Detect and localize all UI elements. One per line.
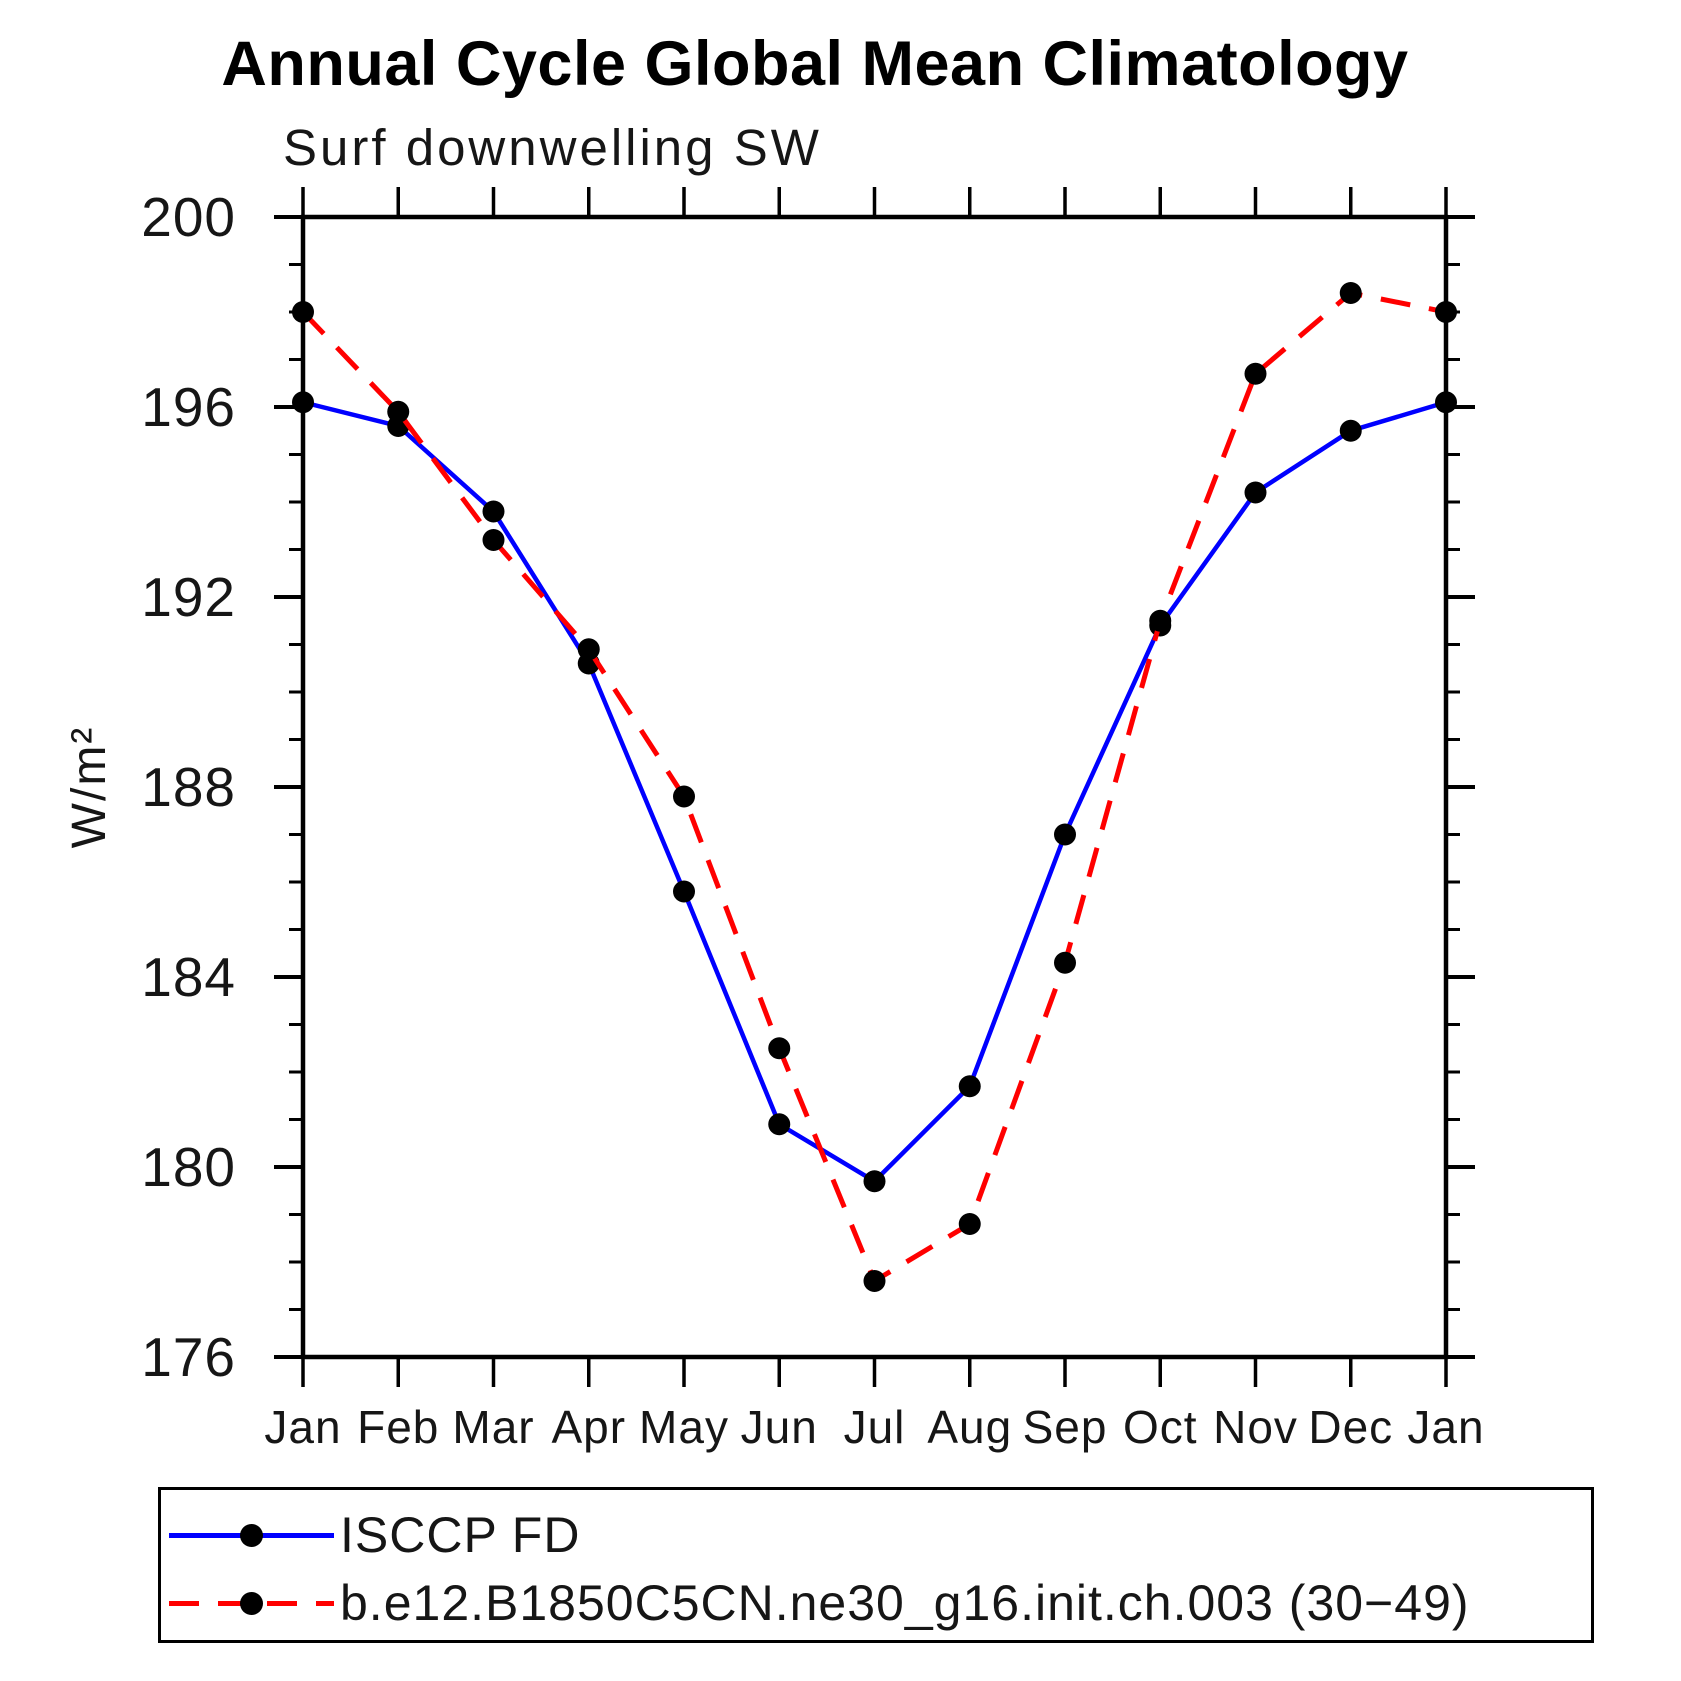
y-tick-label: 200 xyxy=(141,186,236,248)
y-tick-label: 180 xyxy=(141,1136,236,1198)
data-point xyxy=(1435,301,1457,323)
x-tick-label: Apr xyxy=(551,1401,626,1453)
x-tick-labels: Jan Feb Mar Apr May Jun Jul Aug Sep Oct Nov Dec Jan xyxy=(264,1401,1484,1453)
x-tick-label: Jan xyxy=(1407,1401,1484,1453)
legend: ISCCP FD b.e12.B1850C5CN.ne30_g16.init.c… xyxy=(158,1487,1594,1643)
data-point xyxy=(1435,391,1457,414)
series-line-1 xyxy=(301,290,1447,1285)
data-point xyxy=(958,1075,981,1098)
y-tick-label: 196 xyxy=(141,376,236,438)
y-axis-ticks xyxy=(274,215,1475,1359)
y-tick-label: 184 xyxy=(141,946,236,1008)
plot-frame xyxy=(300,214,1449,1360)
data-point xyxy=(577,638,600,661)
data-point xyxy=(1054,823,1076,846)
series-line-0 xyxy=(302,400,1447,1185)
legend-item-model: b.e12.B1850C5CN.ne30_g16.init.ch.003 (30… xyxy=(169,1575,1470,1631)
data-point xyxy=(768,1113,791,1136)
y-tick-labels: 176 180 184 188 192 196 200 xyxy=(141,186,236,1388)
x-tick-label: Mar xyxy=(452,1401,534,1453)
y-tick-label: 176 xyxy=(141,1326,236,1388)
legend-line-sample-0 xyxy=(169,1522,334,1548)
data-point xyxy=(673,880,695,903)
data-point xyxy=(1244,481,1267,504)
x-tick-label: Jul xyxy=(844,1401,906,1453)
legend-line-sample-1 xyxy=(169,1590,334,1616)
x-tick-label: Aug xyxy=(927,1401,1012,1453)
chart-subtitle: Surf downwelling SW xyxy=(283,119,822,176)
data-point xyxy=(1339,282,1362,304)
y-tick-label: 188 xyxy=(141,756,236,818)
data-point xyxy=(863,1170,886,1193)
x-tick-label: Oct xyxy=(1123,1401,1198,1453)
x-axis-ticks xyxy=(301,187,1448,1387)
y-axis-title: W/m² xyxy=(63,726,116,849)
series-markers-0 xyxy=(292,391,1457,1193)
x-tick-label: May xyxy=(639,1401,729,1453)
x-tick-label: Jan xyxy=(264,1401,341,1453)
data-point xyxy=(673,785,695,808)
data-point xyxy=(1054,951,1076,974)
legend-marker-icon xyxy=(240,1523,263,1547)
x-tick-label: Dec xyxy=(1308,1401,1393,1453)
x-tick-label: Jun xyxy=(741,1401,818,1453)
x-tick-label: Feb xyxy=(357,1401,439,1453)
data-point xyxy=(958,1213,981,1235)
data-point xyxy=(482,529,505,551)
data-point xyxy=(292,301,314,323)
legend-label-0: ISCCP FD xyxy=(340,1507,581,1563)
x-tick-label: Sep xyxy=(1023,1401,1108,1453)
data-point xyxy=(768,1037,791,1060)
data-point xyxy=(863,1270,886,1292)
data-point xyxy=(1244,362,1267,385)
data-point xyxy=(1149,609,1172,632)
series-markers-1 xyxy=(292,282,1457,1292)
data-point xyxy=(387,400,410,423)
chart-title: Annual Cycle Global Mean Climatology xyxy=(221,29,1409,99)
x-tick-label: Nov xyxy=(1213,1401,1298,1453)
legend-item-isccp: ISCCP FD xyxy=(169,1507,580,1563)
legend-marker-icon xyxy=(240,1591,263,1615)
data-point xyxy=(1339,419,1362,442)
data-point xyxy=(292,391,314,414)
legend-label-1: b.e12.B1850C5CN.ne30_g16.init.ch.003 (30… xyxy=(340,1575,1470,1631)
data-point xyxy=(482,500,505,523)
y-tick-label: 192 xyxy=(141,566,236,628)
